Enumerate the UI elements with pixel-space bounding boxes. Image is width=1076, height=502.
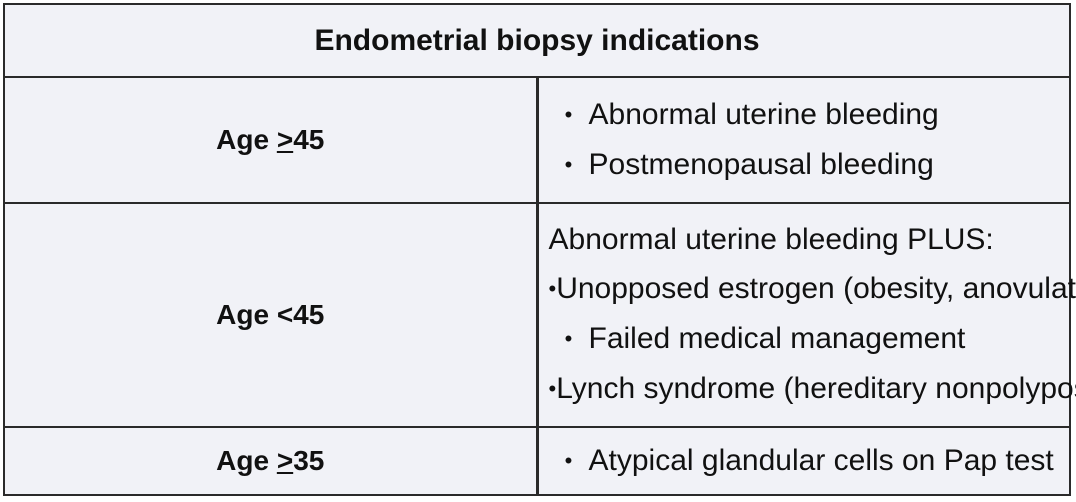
bullet-icon: •	[564, 448, 573, 473]
age-label-cell: Age >35	[5, 427, 539, 494]
age-label-cell: Age <45	[5, 203, 539, 428]
age-operator: >	[276, 445, 294, 476]
title-row: Endometrial biopsy indications	[5, 5, 1069, 78]
list-item-text: Unopposed estrogen (obesity, anovulation…	[556, 272, 1076, 305]
list-item: • Atypical glandular cells on Pap test	[549, 436, 1070, 486]
bullet-icon: •	[564, 152, 573, 177]
list-item: • Lynch syndrome (hereditary nonpolyposi…	[548, 364, 1076, 414]
age-value: 35	[293, 445, 325, 476]
list-item-text: Postmenopausal bleeding	[588, 148, 934, 181]
table-row: Age <45 Abnormal uterine bleeding PLUS: …	[5, 203, 1076, 428]
age-prefix: Age	[216, 124, 277, 155]
table-title: Endometrial biopsy indications	[5, 5, 1069, 78]
table-row: Age >45 • Abnormal uterine bleeding • Po…	[5, 77, 1070, 204]
list-item: • Abnormal uterine bleeding	[549, 90, 1070, 140]
age-value: 45	[293, 124, 325, 155]
bullet-icon: •	[548, 276, 557, 301]
indications-cell: • Atypical glandular cells on Pap test	[537, 427, 1069, 494]
list-item: • Unopposed estrogen (obesity, anovulati…	[548, 264, 1076, 314]
indications-table-grid: Endometrial biopsy indications Age >45 •…	[5, 5, 1076, 494]
list-item: • Postmenopausal bleeding	[549, 140, 1070, 190]
indications-list: • Unopposed estrogen (obesity, anovulati…	[548, 264, 1076, 414]
list-item: • Failed medical management	[549, 314, 1070, 364]
bullet-icon: •	[564, 102, 573, 127]
age-operator: >	[276, 124, 294, 155]
indications-list: • Abnormal uterine bleeding • Postmenopa…	[549, 90, 1070, 190]
bullet-icon: •	[564, 326, 573, 351]
list-item-text: Lynch syndrome (hereditary nonpolyposis …	[556, 372, 1076, 405]
indications-intro: Abnormal uterine bleeding PLUS:	[548, 223, 994, 256]
list-item-text: Abnormal uterine bleeding	[588, 98, 939, 131]
age-prefix: Age	[216, 445, 277, 476]
age-label: Age <45	[216, 299, 325, 330]
biopsy-indications-table: Endometrial biopsy indications Age >45 •…	[3, 3, 1076, 496]
table-row: Age >35 • Atypical glandular cells on Pa…	[5, 427, 1069, 494]
list-item-text: Atypical glandular cells on Pap test	[588, 444, 1054, 477]
bullet-icon: •	[548, 376, 557, 401]
age-label-cell: Age >45	[5, 77, 539, 204]
list-item-text: Failed medical management	[588, 322, 966, 355]
indications-cell: • Abnormal uterine bleeding • Postmenopa…	[537, 77, 1070, 204]
indications-cell: Abnormal uterine bleeding PLUS: • Unoppo…	[537, 203, 1076, 428]
indications-list: • Atypical glandular cells on Pap test	[549, 436, 1070, 486]
